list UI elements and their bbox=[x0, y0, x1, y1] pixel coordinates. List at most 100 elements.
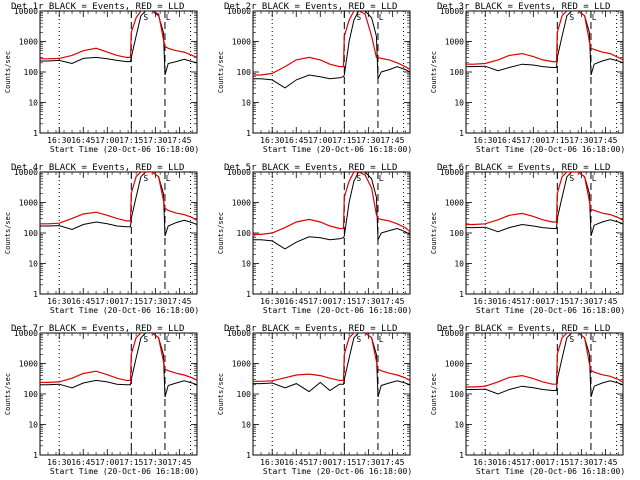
panel-det-2: Det 2r BLACK = Events, RED = LLD 1 10 100 10… bbox=[217, 2, 412, 154]
flag-label: L bbox=[379, 13, 384, 22]
plot-frame bbox=[252, 171, 411, 295]
x-tick-label: 17:00 bbox=[521, 297, 545, 306]
y-tick-label: 1 bbox=[459, 290, 464, 299]
panel-det-4: Det 4r BLACK = Events, RED = LLD 1 10 100 10… bbox=[4, 163, 199, 315]
y-tick-label: 100 bbox=[237, 68, 252, 77]
flag-label: L bbox=[592, 13, 597, 22]
x-tick-label: 16:30 bbox=[473, 297, 497, 306]
x-tick-label: 17:30 bbox=[569, 458, 593, 467]
y-tick-label: 10 bbox=[241, 421, 251, 430]
panel-title: Det 5r BLACK = Events, RED = LLD bbox=[224, 163, 397, 173]
x-tick-label: 17:00 bbox=[95, 136, 119, 145]
x-tick-label: 17:30 bbox=[143, 136, 167, 145]
events-series-line bbox=[40, 172, 197, 237]
flag-label: L bbox=[592, 335, 597, 344]
x-tick-label: 16:45 bbox=[497, 136, 521, 145]
y-tick-label: 100 bbox=[450, 390, 465, 399]
panel-title: Det 7r BLACK = Events, RED = LLD bbox=[11, 324, 184, 334]
x-tick-label: 17:30 bbox=[143, 458, 167, 467]
x-axis-label: Start Time (20-Oct-06 16:18:00) bbox=[50, 306, 199, 315]
panel-det-5: Det 5r BLACK = Events, RED = LLD 1 10 100 10… bbox=[217, 163, 412, 315]
y-tick-label: 1000 bbox=[19, 38, 38, 47]
y-tick-label: 10000 bbox=[227, 329, 251, 338]
panel-det-1: Det 1r BLACK = Events, RED = LLD 1 10 100 10… bbox=[4, 2, 199, 154]
x-tick-label: 17:00 bbox=[521, 136, 545, 145]
y-tick-label: 100 bbox=[450, 229, 465, 238]
flag-label: S bbox=[143, 13, 148, 22]
y-tick-label: 100 bbox=[237, 390, 252, 399]
lld-series-line bbox=[466, 11, 623, 65]
flag-label: S bbox=[356, 335, 361, 344]
y-axis-label: Counts/sec bbox=[217, 212, 225, 254]
flag-label: L bbox=[379, 335, 384, 344]
x-tick-label: 16:45 bbox=[497, 458, 521, 467]
y-tick-label: 10 bbox=[28, 260, 38, 269]
events-series-line bbox=[253, 11, 410, 89]
events-series-line bbox=[40, 333, 197, 398]
x-tick-label: 17:30 bbox=[569, 136, 593, 145]
lld-series-line bbox=[40, 172, 197, 225]
y-tick-label: 1000 bbox=[232, 38, 251, 47]
y-tick-label: 10000 bbox=[14, 7, 38, 16]
x-tick-label: 17:15 bbox=[332, 297, 356, 306]
panel-title: Det 3r BLACK = Events, RED = LLD bbox=[437, 2, 610, 12]
y-tick-label: 100 bbox=[450, 68, 465, 77]
y-tick-label: 100 bbox=[24, 390, 39, 399]
x-tick-label: 17:15 bbox=[332, 458, 356, 467]
panel-det-3: Det 3r BLACK = Events, RED = LLD 1 10 100 10… bbox=[430, 2, 625, 154]
x-tick-label: 17:15 bbox=[545, 297, 569, 306]
x-tick-label: 16:30 bbox=[473, 136, 497, 145]
x-tick-label: 17:15 bbox=[119, 458, 143, 467]
y-axis-label: Counts/sec bbox=[4, 373, 12, 415]
y-tick-label: 1000 bbox=[19, 199, 38, 208]
events-series-line bbox=[253, 172, 410, 250]
x-axis-label: Start Time (20-Oct-06 16:18:00) bbox=[263, 467, 412, 476]
flag-label: S bbox=[143, 335, 148, 344]
x-axis-label: Start Time (20-Oct-06 16:18:00) bbox=[476, 467, 625, 476]
x-tick-label: 17:15 bbox=[545, 136, 569, 145]
x-axis-label: Start Time (20-Oct-06 16:18:00) bbox=[50, 467, 199, 476]
x-tick-label: 17:00 bbox=[95, 458, 119, 467]
x-axis-label: Start Time (20-Oct-06 16:18:00) bbox=[263, 306, 412, 315]
lld-series-line bbox=[466, 172, 623, 226]
x-tick-label: 17:45 bbox=[593, 297, 617, 306]
y-axis-label: Counts/sec bbox=[4, 51, 12, 93]
flag-label: L bbox=[592, 174, 597, 183]
panel-det-6: Det 6r BLACK = Events, RED = LLD 1 10 100 10… bbox=[430, 163, 625, 315]
x-tick-label: 17:45 bbox=[380, 297, 404, 306]
y-tick-label: 100 bbox=[24, 229, 39, 238]
x-tick-label: 16:30 bbox=[260, 136, 284, 145]
x-tick-label: 17:00 bbox=[308, 297, 332, 306]
x-tick-label: 16:30 bbox=[47, 297, 71, 306]
panel-title: Det 9r BLACK = Events, RED = LLD bbox=[437, 324, 610, 334]
flag-label: S bbox=[569, 335, 574, 344]
x-tick-label: 17:15 bbox=[545, 458, 569, 467]
panel-det-7: Det 7r BLACK = Events, RED = LLD 1 10 100 10… bbox=[4, 324, 199, 476]
x-tick-label: 16:45 bbox=[284, 458, 308, 467]
x-tick-label: 17:15 bbox=[119, 136, 143, 145]
y-tick-label: 1000 bbox=[445, 38, 464, 47]
plot-frame bbox=[39, 171, 198, 295]
x-tick-label: 17:45 bbox=[380, 458, 404, 467]
y-axis-label: Counts/sec bbox=[430, 212, 438, 254]
x-tick-label: 17:45 bbox=[593, 136, 617, 145]
events-series-line bbox=[466, 172, 623, 237]
events-series-line bbox=[253, 333, 410, 398]
events-series-line bbox=[466, 333, 623, 398]
flag-label: L bbox=[166, 174, 171, 183]
panel-title: Det 1r BLACK = Events, RED = LLD bbox=[11, 2, 184, 12]
y-tick-label: 1000 bbox=[19, 360, 38, 369]
flag-label: L bbox=[166, 335, 171, 344]
lld-series-line bbox=[40, 333, 197, 383]
x-axis-label: Start Time (20-Oct-06 16:18:00) bbox=[50, 145, 199, 154]
x-tick-label: 16:30 bbox=[260, 458, 284, 467]
y-tick-label: 1000 bbox=[232, 360, 251, 369]
x-axis-label: Start Time (20-Oct-06 16:18:00) bbox=[476, 145, 625, 154]
flag-label: L bbox=[166, 13, 171, 22]
x-tick-label: 16:45 bbox=[284, 136, 308, 145]
events-series-line bbox=[40, 11, 197, 76]
x-tick-label: 17:15 bbox=[332, 136, 356, 145]
x-tick-label: 17:30 bbox=[356, 297, 380, 306]
plot-frame bbox=[39, 332, 198, 456]
x-tick-label: 17:45 bbox=[167, 136, 191, 145]
